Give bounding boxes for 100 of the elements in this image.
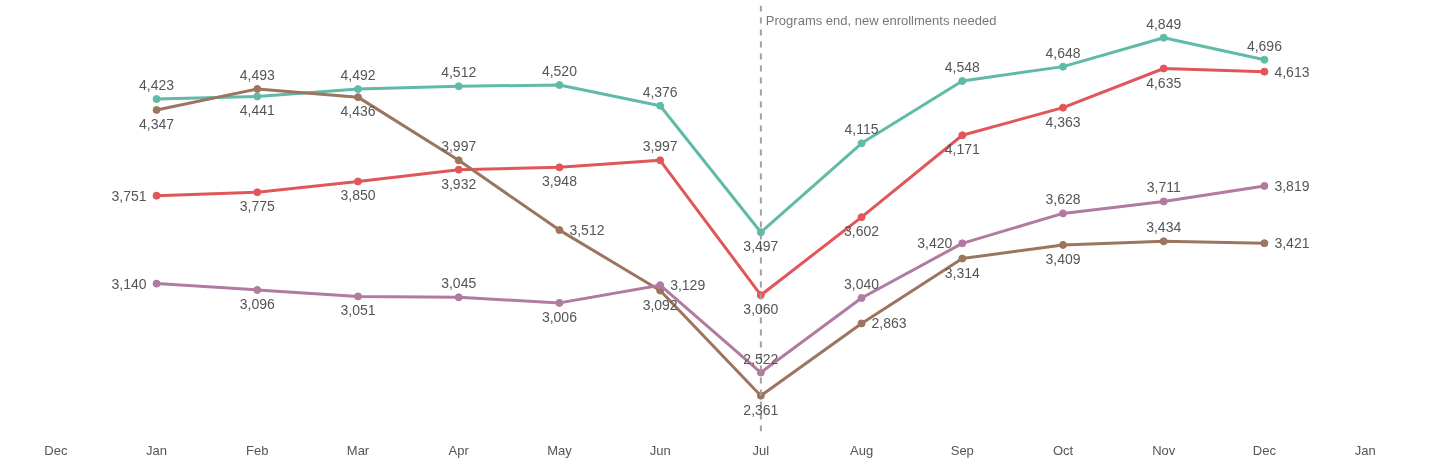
point	[1159, 237, 1168, 246]
data-label: 3,060	[743, 301, 779, 318]
point	[152, 95, 161, 104]
point	[1059, 103, 1067, 112]
x-tick-label: Dec	[1252, 442, 1277, 458]
point	[354, 177, 362, 186]
point	[152, 191, 161, 200]
point	[454, 165, 463, 174]
data-label: 3,602	[844, 223, 880, 240]
point	[152, 105, 161, 114]
data-label: 3,997	[441, 138, 477, 155]
data-label: 3,420	[917, 235, 953, 252]
data-label: 4,423	[139, 77, 175, 94]
data-label: 3,628	[1045, 191, 1081, 208]
point	[1059, 62, 1067, 71]
point	[454, 82, 463, 91]
ref-line-label: Programs end, new enrollments needed	[765, 12, 997, 28]
point	[958, 77, 967, 86]
data-label: 3,040	[844, 276, 880, 292]
x-tick-label: Jan	[146, 442, 168, 458]
point	[454, 293, 463, 302]
point	[354, 85, 362, 94]
data-label: 4,171	[944, 141, 981, 158]
point	[555, 226, 564, 235]
data-label: 3,314	[944, 264, 981, 281]
data-label: 4,347	[139, 115, 175, 132]
point	[857, 294, 866, 302]
point	[454, 156, 463, 165]
data-label: 3,434	[1146, 219, 1182, 236]
data-label: 4,493	[239, 66, 276, 83]
data-label: 3,711	[1146, 179, 1181, 196]
x-tick-label: Jun	[649, 442, 671, 458]
data-label: 3,140	[111, 275, 147, 292]
point	[354, 292, 362, 301]
data-label: 4,696	[1246, 37, 1283, 54]
data-label: 4,520	[541, 63, 578, 80]
data-label: 3,850	[340, 187, 376, 204]
data-label: 3,051	[340, 302, 376, 319]
x-tick-label: May	[547, 442, 573, 458]
data-label: 3,751	[111, 187, 147, 204]
point	[1260, 239, 1269, 248]
point	[857, 213, 866, 222]
x-tick-label: Oct	[1052, 442, 1074, 458]
point	[354, 93, 362, 102]
data-label: 3,129	[670, 277, 706, 294]
data-label: 4,441	[239, 102, 276, 119]
point	[253, 92, 262, 101]
point	[555, 298, 564, 307]
data-label: 3,932	[441, 175, 477, 192]
x-tick-label: Nov	[1152, 442, 1176, 458]
data-label: 3,045	[441, 275, 477, 292]
point	[1159, 33, 1168, 42]
point	[656, 101, 665, 110]
point	[1159, 64, 1168, 73]
point	[253, 84, 262, 93]
data-label: 3,512	[569, 222, 605, 239]
point	[1059, 240, 1067, 249]
point	[958, 254, 967, 263]
data-label: 3,096	[239, 295, 276, 312]
data-label: 3,409	[1045, 250, 1081, 267]
point	[253, 188, 262, 197]
point	[857, 319, 866, 328]
data-label: 3,421	[1274, 235, 1310, 252]
data-label: 4,376	[642, 83, 678, 100]
point	[1260, 181, 1269, 190]
point	[253, 285, 262, 294]
data-label: 4,548	[944, 59, 981, 76]
point	[1059, 209, 1067, 218]
data-label: 4,115	[844, 121, 879, 138]
x-tick-label: Dec	[44, 442, 68, 458]
point	[555, 81, 564, 90]
data-label: 4,363	[1045, 113, 1081, 130]
data-label: 4,512	[441, 64, 477, 81]
point	[152, 279, 161, 288]
x-tick-label: Feb	[246, 442, 269, 458]
x-tick-label: Sep	[950, 442, 974, 458]
point	[958, 131, 967, 140]
data-label: 4,648	[1045, 44, 1081, 61]
point	[656, 281, 665, 290]
data-label: 2,361	[743, 401, 779, 418]
data-label: 4,436	[340, 103, 376, 120]
point	[1159, 197, 1168, 206]
point	[958, 239, 967, 248]
x-tick-label: Jul	[752, 442, 770, 458]
point	[555, 163, 564, 172]
point	[857, 139, 866, 148]
point	[1260, 55, 1269, 64]
data-label: 3,497	[743, 238, 779, 255]
data-label: 4,613	[1274, 63, 1310, 80]
x-tick-label: Mar	[346, 442, 370, 458]
data-label: 3,819	[1274, 177, 1310, 194]
x-tick-label: Aug	[850, 442, 874, 458]
data-label: 4,849	[1146, 15, 1182, 32]
data-label: 3,997	[642, 138, 678, 155]
point	[656, 156, 665, 165]
data-label: 3,775	[239, 198, 276, 215]
data-label: 4,492	[340, 67, 376, 84]
x-tick-label: Jan	[1354, 442, 1376, 458]
data-label: 3,948	[541, 173, 578, 190]
data-label: 2,863	[871, 315, 907, 332]
